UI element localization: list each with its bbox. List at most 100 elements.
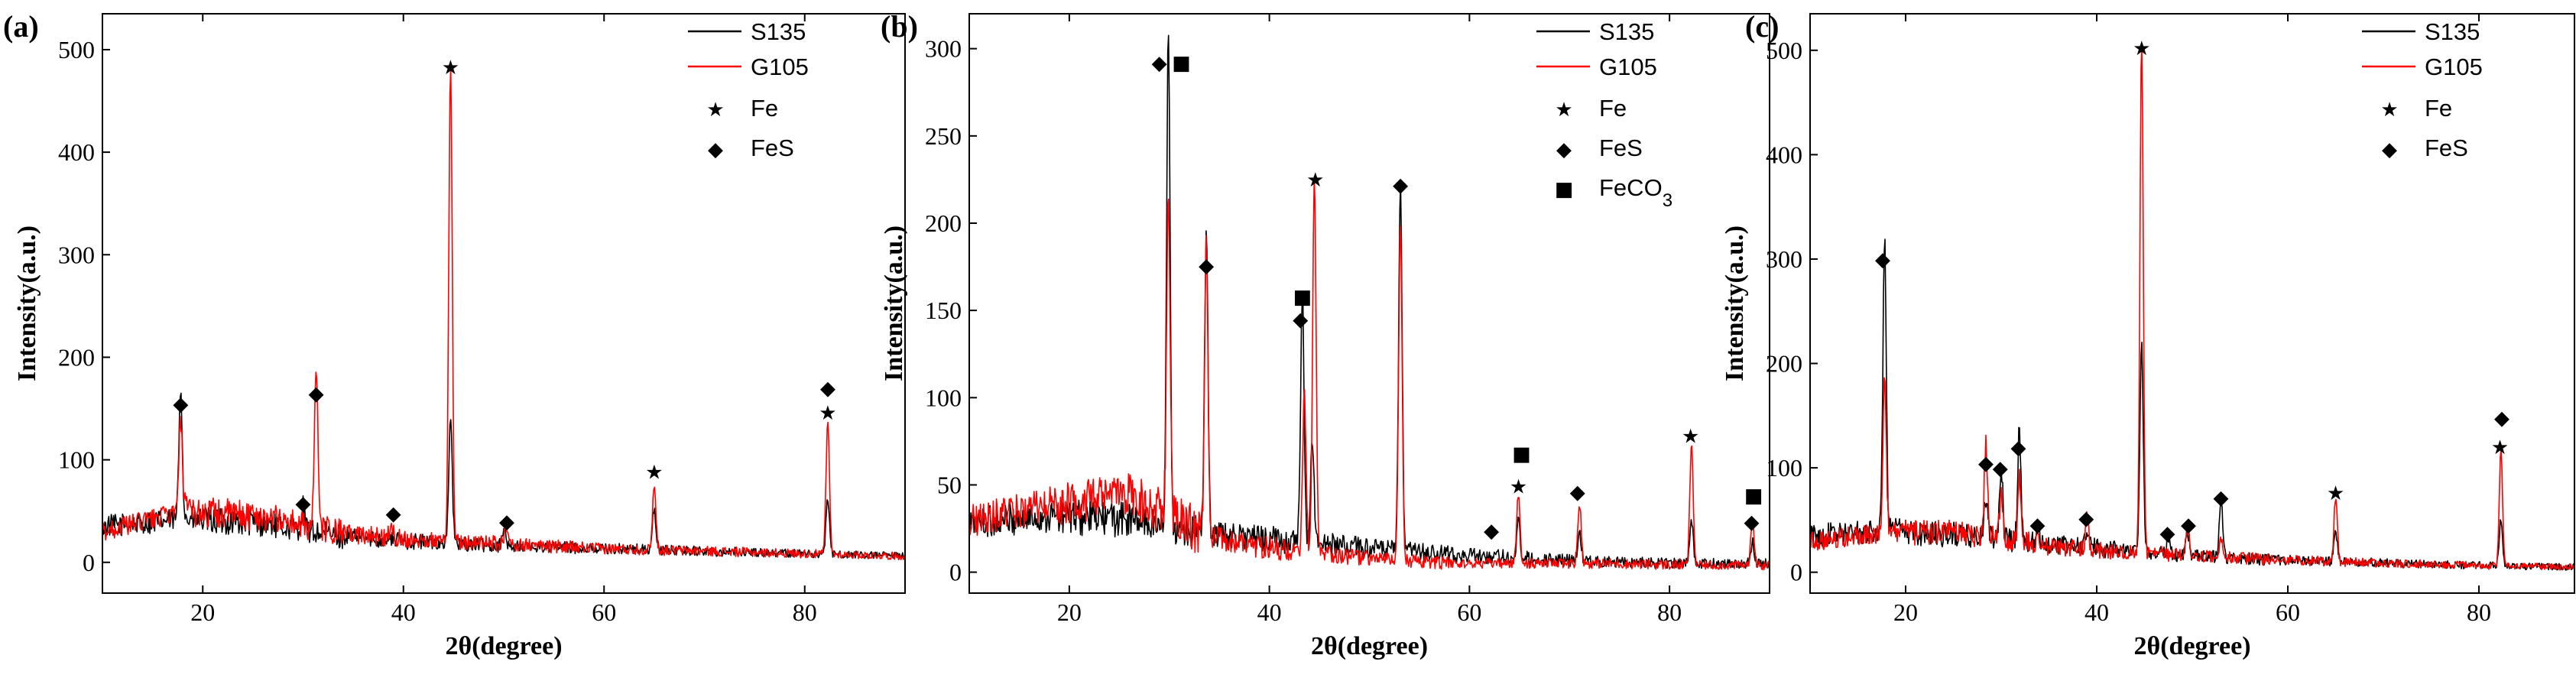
legend-fe-marker: ★ [2380, 99, 2398, 122]
plot-frame [968, 13, 1770, 594]
fe-peak-marker: ★ [1306, 169, 1324, 192]
fes-peak-marker: ◆ [296, 492, 311, 515]
plot-frame [1809, 13, 2575, 594]
legend-fes-marker: ◆ [708, 138, 723, 161]
panel-3: 20 40 60 80 0 100 200 300 400 500 2θ(degree) Intens… [1721, 9, 2575, 660]
legend-subscript: 3 [1663, 190, 1672, 211]
fe-peak-marker: ★ [1510, 476, 1527, 499]
y-axis-title: Intensity(a.u.) [880, 225, 908, 381]
legend-label-fes: FeS [2425, 135, 2468, 161]
x-tick-label: 60 [1457, 598, 1481, 626]
fes-peak-marker: ◆ [1875, 248, 1890, 271]
fes-peak-marker: ◆ [2011, 436, 2026, 459]
fes-peak-marker: ◆ [2494, 407, 2509, 430]
fes-peak-marker: ◆ [309, 382, 324, 405]
panel-label: (b) [881, 9, 918, 44]
x-tick-label: 20 [190, 598, 215, 626]
y-tick-label: 500 [1766, 37, 1802, 64]
feco3-peak-marker: ■ [1512, 443, 1531, 465]
legend: S135 G105 ★ Fe ◆ FeS [688, 18, 809, 161]
series-g105 [1809, 46, 2575, 571]
fes-peak-marker: ◆ [2160, 522, 2175, 545]
y-tick-label: 0 [949, 559, 962, 586]
fe-peak-marker: ★ [2491, 436, 2509, 459]
legend-label-g105: G105 [2425, 54, 2483, 80]
feco3-peak-marker: ■ [1293, 286, 1312, 309]
x-tick-label: 20 [1893, 598, 1918, 626]
fes-peak-marker: ◆ [1199, 255, 1214, 277]
x-axis-title: 2θ(degree) [445, 632, 562, 660]
legend-feco3-marker: ■ [1555, 178, 1574, 201]
y-tick-label: 300 [925, 35, 962, 63]
panel-label: (a) [3, 9, 39, 44]
fes-peak-marker: ◆ [820, 378, 835, 400]
panel-2: 20 40 60 80 0 50 100 150 200 250 300 2θ(degree) Inte… [880, 9, 1770, 660]
fe-peak-marker: ★ [2133, 37, 2150, 60]
x-tick-label: 40 [391, 598, 416, 626]
legend: S135 G105 ★ Fe ◆ FeS [2362, 18, 2483, 161]
legend-label-fe: Fe [751, 95, 778, 122]
legend: S135 G105 ★ Fe ◆ FeS ■ FeCO3 [1536, 18, 1672, 211]
x-tick-label: 40 [2084, 598, 2109, 626]
plot-frame [102, 13, 906, 594]
y-axis-title: Intensity(a.u.) [13, 225, 41, 381]
fe-peak-marker: ★ [645, 462, 663, 485]
y-tick-label: 100 [925, 384, 962, 411]
feco3-peak-marker: ■ [1172, 52, 1191, 75]
y-tick-label: 400 [58, 138, 95, 166]
x-tick-label: 60 [2276, 598, 2300, 626]
y-tick-label: 200 [925, 209, 962, 237]
x-axis-title: 2θ(degree) [2133, 632, 2250, 660]
legend-fe-marker: ★ [706, 99, 724, 122]
fes-peak-marker: ◆ [173, 393, 188, 416]
legend-label-fe: Fe [1599, 95, 1627, 122]
y-tick-label: 0 [1790, 559, 1802, 586]
series-g105 [102, 67, 906, 561]
fes-peak-marker: ◆ [2030, 514, 2046, 537]
fes-peak-marker: ◆ [2078, 508, 2094, 530]
y-tick-label: 200 [58, 343, 95, 371]
y-axis-title: Intensity(a.u.) [1721, 225, 1749, 381]
fes-peak-marker: ◆ [1744, 511, 1759, 533]
y-tick-label: 150 [925, 297, 962, 324]
fe-peak-marker: ★ [819, 402, 836, 425]
y-tick-label: 0 [83, 549, 95, 576]
legend-label-fes: FeS [1599, 135, 1643, 161]
x-axis-title: 2θ(degree) [1311, 632, 1428, 660]
panel-label: (c) [1745, 9, 1779, 44]
legend-label-fes: FeS [751, 135, 794, 161]
fes-peak-marker: ◆ [1570, 482, 1585, 504]
x-tick-label: 20 [1057, 598, 1082, 626]
legend-fe-marker: ★ [1555, 99, 1572, 122]
y-tick-label: 100 [58, 446, 95, 474]
y-tick-label: 50 [937, 471, 962, 498]
fes-peak-marker: ◆ [2214, 486, 2229, 509]
x-tick-label: 80 [1657, 598, 1682, 626]
fe-peak-marker: ★ [2327, 482, 2344, 505]
x-tick-label: 60 [592, 598, 616, 626]
legend-label-s135: S135 [751, 18, 806, 45]
fe-peak-marker: ★ [442, 57, 459, 79]
y-tick-label: 500 [58, 36, 95, 63]
fes-peak-marker: ◆ [386, 502, 401, 525]
fe-peak-marker: ★ [1682, 426, 1699, 449]
legend-label-g105: G105 [751, 54, 809, 80]
legend-label-s135: S135 [1599, 18, 1654, 45]
y-tick-label: 250 [925, 122, 962, 150]
legend-label-fe: Fe [2425, 95, 2452, 122]
fes-peak-marker: ◆ [1993, 457, 2008, 480]
fes-peak-marker: ◆ [2181, 514, 2196, 537]
legend-fes-marker: ◆ [1556, 138, 1572, 161]
fes-peak-marker: ◆ [1152, 52, 1167, 75]
x-tick-label: 80 [793, 598, 817, 626]
y-tick-label: 100 [1766, 454, 1802, 482]
x-tick-label: 40 [1257, 598, 1282, 626]
fes-peak-marker: ◆ [1393, 174, 1408, 197]
y-tick-label: 300 [1766, 245, 1802, 273]
series-g105 [968, 176, 1770, 571]
panel-1: 20 40 60 80 0 100 200 300 400 500 2θ(degree) Intens… [3, 9, 906, 660]
legend-label-g105: G105 [1599, 54, 1657, 80]
y-tick-label: 400 [1766, 141, 1802, 168]
feco3-peak-marker: ■ [1744, 485, 1763, 508]
